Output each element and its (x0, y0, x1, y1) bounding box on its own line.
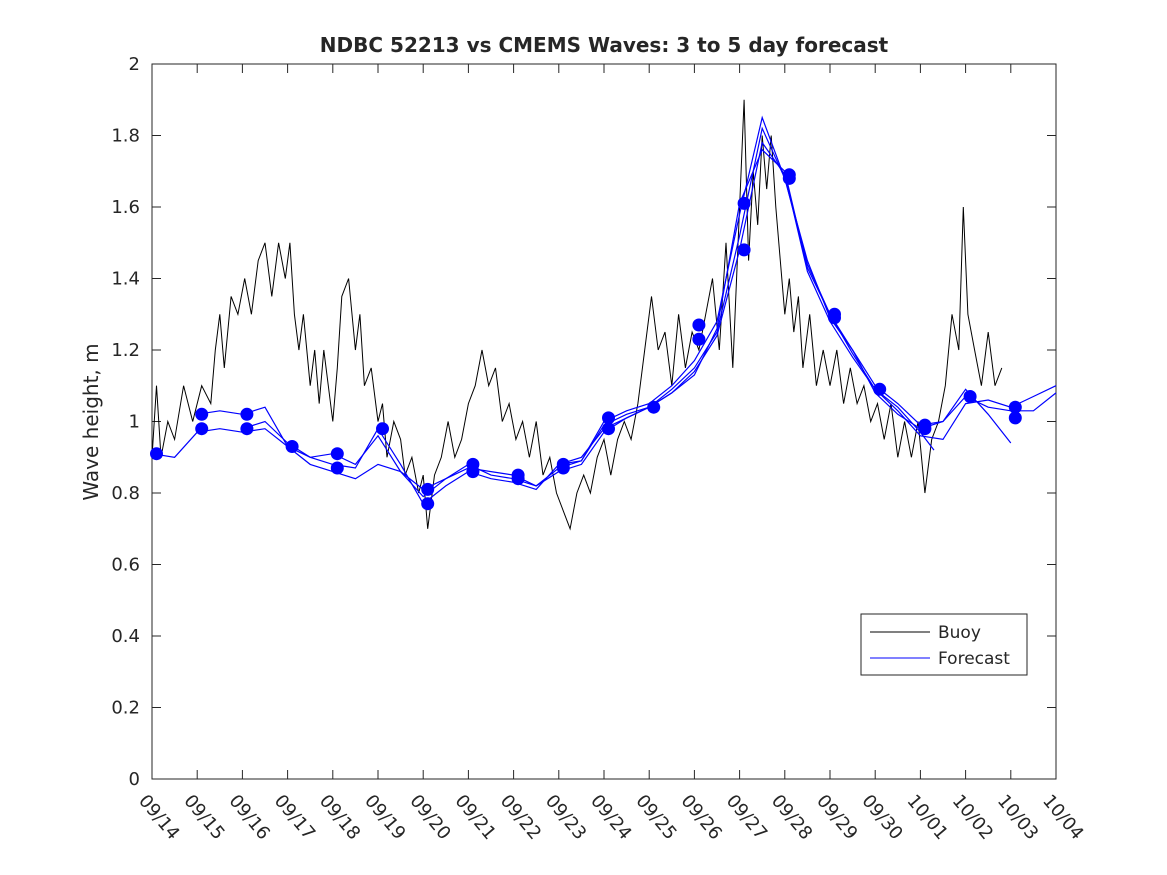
y-axis: 0 0.2 0.4 0.6 0.8 1 1.2 1.4 1.6 1.8 2 (111, 54, 1056, 790)
legend: Buoy Forecast (860, 613, 1028, 676)
y-tick-label: 0.6 (111, 555, 140, 576)
chart-title: NDBC 52213 vs CMEMS Waves: 3 to 5 day fo… (320, 33, 889, 57)
forecast-marker (602, 411, 615, 425)
forecast-marker (240, 422, 254, 436)
x-tick-label: 09/14 (134, 791, 183, 844)
x-tick-label: 10/04 (1038, 791, 1087, 844)
x-tick-label: 09/29 (812, 791, 861, 844)
buoy-line (151, 99, 1003, 531)
x-tick-label: 09/22 (496, 791, 545, 844)
x-tick-label: 09/17 (270, 791, 319, 844)
forecast-marker (692, 332, 706, 346)
forecast-marker (150, 447, 163, 461)
forecast-marker (918, 422, 932, 436)
y-tick-label: 2 (129, 54, 140, 75)
forecast-marker (602, 422, 615, 436)
forecast-marker (421, 482, 435, 496)
x-tick-label: 09/28 (767, 791, 816, 844)
y-tick-label: 0.4 (111, 626, 140, 647)
forecast-markers (150, 168, 1022, 511)
forecast-marker (330, 447, 344, 461)
y-tick-label: 1 (129, 412, 140, 433)
x-tick-label: 09/16 (225, 791, 274, 844)
x-tick-label: 09/15 (179, 791, 228, 844)
x-tick-label: 09/19 (360, 791, 409, 844)
y-axis-label: Wave height, m (79, 343, 103, 500)
forecast-marker (556, 461, 570, 475)
forecast-marker (240, 407, 254, 421)
y-tick-label: 1.6 (111, 197, 140, 218)
x-tick-label: 09/25 (631, 791, 680, 844)
forecast-marker (330, 461, 344, 475)
x-tick-label: 10/03 (993, 791, 1042, 844)
x-tick-label: 09/20 (405, 791, 454, 844)
x-tick-label: 09/30 (857, 791, 906, 844)
x-tick-label: 09/21 (451, 791, 500, 844)
forecast-marker (828, 311, 841, 325)
y-tick-label: 0 (129, 769, 140, 790)
x-tick-label: 09/23 (541, 791, 590, 844)
legend-buoy-label: Buoy (938, 623, 981, 643)
forecast-marker (692, 318, 706, 332)
forecast-marker (873, 382, 887, 396)
y-tick-label: 1.2 (111, 340, 140, 361)
forecast-marker (963, 390, 977, 403)
forecast-marker (285, 440, 299, 453)
x-tick-label: 09/27 (722, 791, 771, 844)
forecast-marker (195, 407, 209, 421)
y-tick-label: 1.4 (111, 269, 140, 290)
forecast-marker (421, 497, 435, 511)
y-tick-label: 0.2 (111, 698, 140, 719)
x-tick-label: 10/02 (948, 791, 997, 844)
legend-forecast-label: Forecast (938, 649, 1010, 669)
forecast-line-1 (151, 141, 935, 491)
legend-box (860, 613, 1028, 676)
forecast-marker (1008, 400, 1022, 414)
y-tick-label: 0.8 (111, 483, 140, 504)
x-tick-label: 10/01 (903, 791, 952, 844)
forecast-marker (1008, 411, 1022, 425)
x-tick-label: 09/24 (586, 791, 635, 844)
forecast-marker (737, 196, 751, 210)
forecast-marker (195, 422, 209, 436)
forecast-marker (511, 472, 525, 486)
forecast-marker (737, 243, 751, 257)
buoy-series (151, 99, 1003, 531)
forecast-marker (376, 422, 389, 436)
forecast-marker (782, 171, 796, 185)
x-tick-label: 09/26 (677, 791, 726, 844)
forecast-marker (647, 400, 661, 414)
forecast-marker (466, 465, 480, 479)
y-tick-label: 1.8 (111, 126, 140, 147)
x-tick-label: 09/18 (315, 791, 364, 844)
